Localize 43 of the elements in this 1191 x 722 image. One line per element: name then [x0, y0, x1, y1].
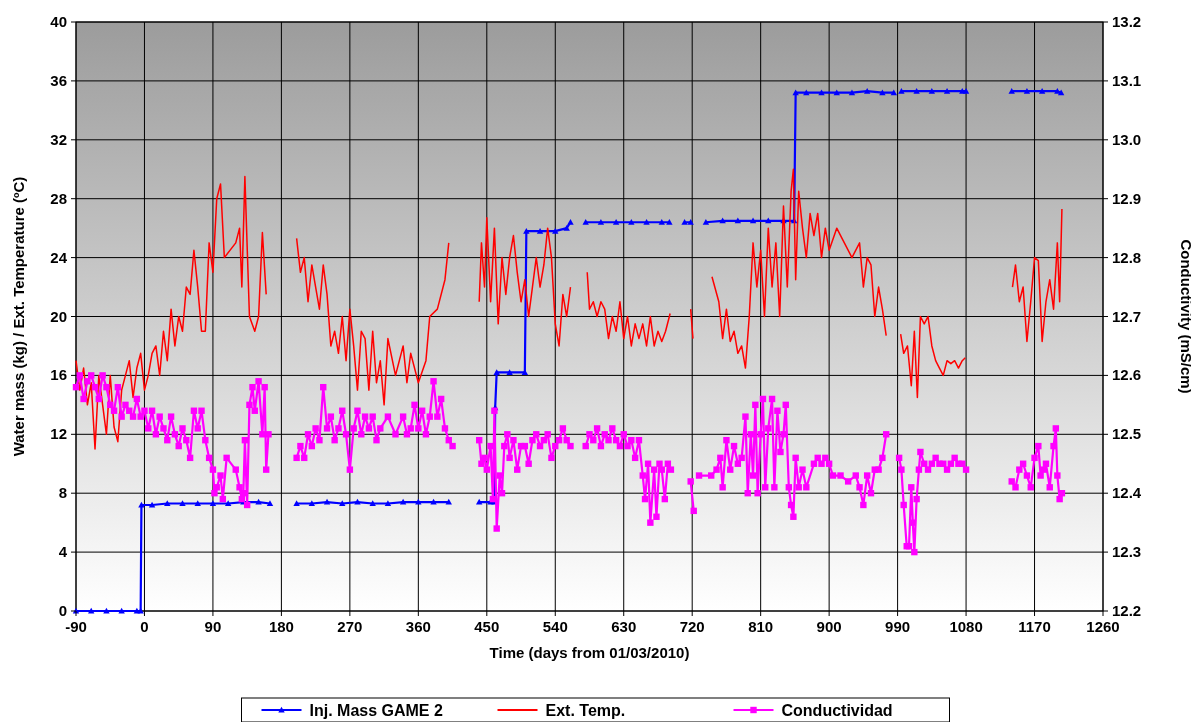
y2-tick-label: 13.0 — [1112, 130, 1142, 148]
y2-tick-label: 12.8 — [1112, 248, 1142, 266]
x-tick-label: 630 — [611, 618, 637, 635]
y2-tick-label: 12.7 — [1112, 307, 1142, 325]
x-tick-label: -90 — [65, 618, 87, 635]
y-tick-label: 20 — [50, 307, 67, 325]
x-tick-label: 1170 — [1018, 618, 1051, 635]
y-tick-label: 8 — [58, 484, 67, 502]
y-tick-label: 28 — [50, 189, 67, 207]
y-tick-label: 12 — [50, 425, 67, 443]
y-tick-label: 4 — [58, 543, 68, 561]
x-tick-label: 270 — [337, 618, 363, 635]
legend-label: Conductividad — [781, 702, 893, 719]
y2-tick-label: 12.2 — [1112, 602, 1142, 619]
y-tick-label: 32 — [50, 130, 67, 148]
y-tick-label: 40 — [50, 13, 67, 30]
x-tick-label: 180 — [268, 618, 294, 635]
x-tick-label: 360 — [405, 618, 431, 635]
x-tick-label: 90 — [204, 618, 222, 635]
y2-tick-label: 13.2 — [1112, 13, 1142, 30]
y-tick-label: 24 — [50, 248, 68, 266]
x-tick-label: 540 — [542, 618, 568, 635]
x-tick-label: 0 — [140, 618, 149, 635]
legend-label: Ext. Temp. — [545, 702, 626, 719]
y2-tick-label: 12.5 — [1112, 425, 1142, 443]
y2-tick-label: 12.3 — [1112, 543, 1142, 561]
x-tick-label: 990 — [885, 618, 911, 635]
x-tick-label: 1260 — [1086, 618, 1120, 635]
y2-tick-label: 13.1 — [1112, 71, 1142, 89]
x-tick-label: 810 — [748, 618, 774, 635]
y-tick-label: 16 — [50, 366, 67, 384]
x-tick-label: 900 — [816, 618, 842, 635]
y-tick-label: 0 — [58, 602, 67, 619]
x-tick-label: 1080 — [949, 618, 983, 635]
x-axis-title: Time (days from 01/03/2010) — [489, 644, 690, 661]
x-tick-label: 450 — [474, 618, 500, 635]
y2-tick-label: 12.6 — [1112, 366, 1142, 384]
legend-label: Inj. Mass GAME 2 — [309, 702, 443, 719]
y2-tick-label: 12.4 — [1112, 484, 1142, 502]
y-tick-label: 36 — [50, 71, 67, 89]
y2-tick-label: 12.9 — [1112, 189, 1142, 207]
x-tick-label: 720 — [679, 618, 705, 635]
y-axis-title: Water mass (kg) / Ext. Temperature (ºC) — [10, 176, 27, 457]
